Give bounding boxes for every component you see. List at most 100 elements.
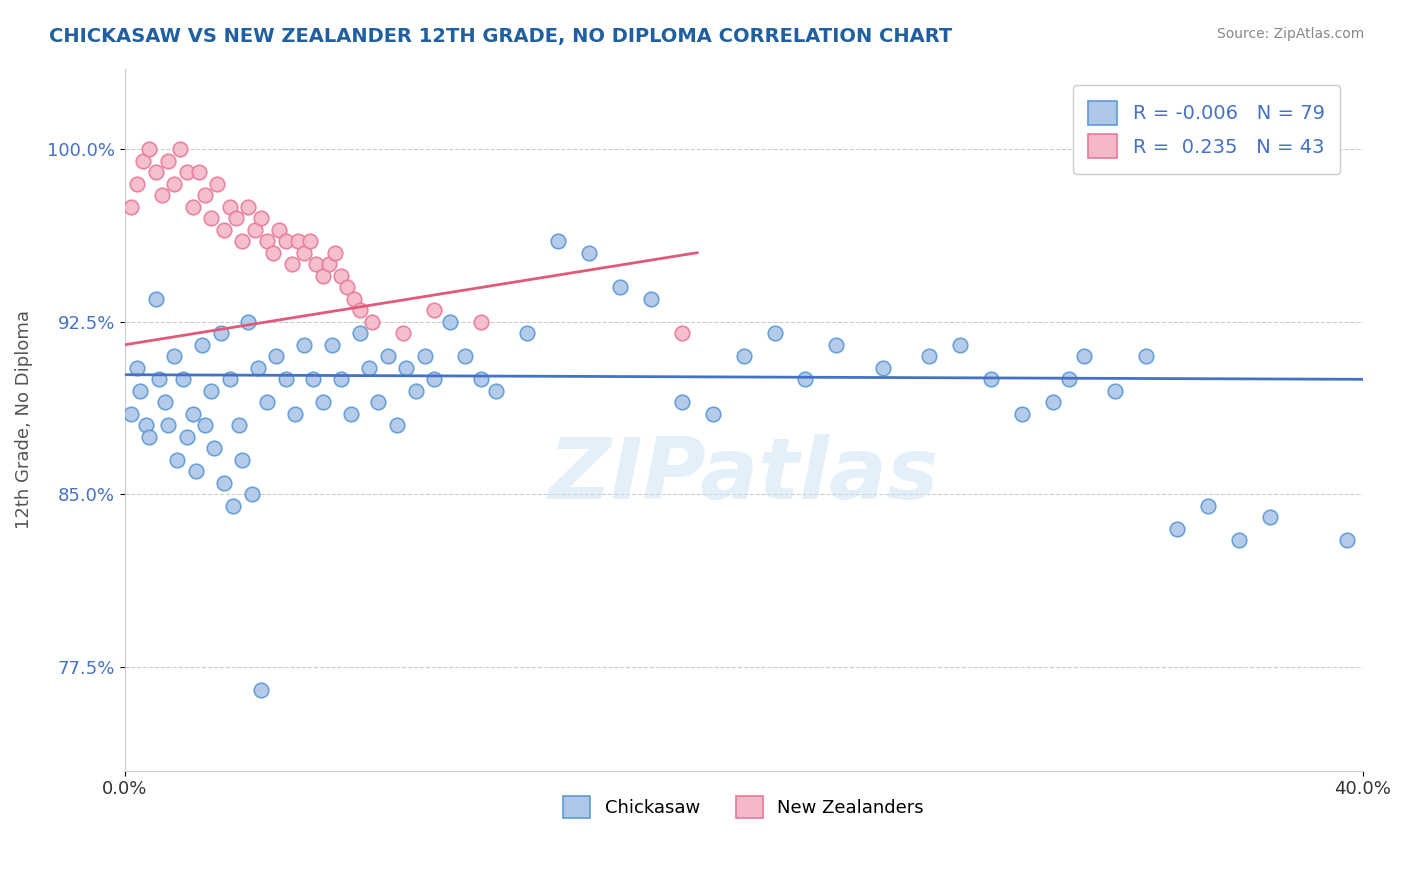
Point — [395, 360, 418, 375]
Point — [249, 683, 271, 698]
Point — [1289, 119, 1312, 133]
Point — [120, 200, 142, 214]
Point — [980, 372, 1002, 386]
Point — [349, 303, 371, 318]
Point — [392, 326, 415, 341]
Point — [367, 395, 389, 409]
Point — [949, 338, 972, 352]
Point — [1057, 372, 1080, 386]
Point — [336, 280, 359, 294]
Point — [640, 292, 662, 306]
Point — [256, 395, 278, 409]
Point — [794, 372, 817, 386]
Point — [330, 372, 353, 386]
Point — [470, 372, 492, 386]
Point — [138, 142, 160, 156]
Point — [377, 349, 399, 363]
Point — [200, 384, 222, 398]
Point — [578, 245, 600, 260]
Point — [125, 177, 148, 191]
Point — [547, 234, 569, 248]
Point — [609, 280, 631, 294]
Point — [145, 292, 167, 306]
Point — [1197, 499, 1219, 513]
Point — [156, 418, 179, 433]
Text: CHICKASAW VS NEW ZEALANDER 12TH GRADE, NO DIPLOMA CORRELATION CHART: CHICKASAW VS NEW ZEALANDER 12TH GRADE, N… — [49, 27, 952, 45]
Point — [200, 211, 222, 226]
Point — [225, 211, 247, 226]
Point — [231, 453, 253, 467]
Point — [280, 257, 302, 271]
Point — [238, 200, 260, 214]
Point — [323, 245, 346, 260]
Point — [218, 372, 240, 386]
Point — [349, 326, 371, 341]
Point — [671, 326, 693, 341]
Point — [825, 338, 848, 352]
Point — [1336, 533, 1358, 548]
Point — [135, 418, 157, 433]
Point — [176, 165, 198, 179]
Point — [274, 234, 297, 248]
Point — [222, 499, 245, 513]
Point — [1073, 349, 1095, 363]
Point — [207, 177, 229, 191]
Point — [125, 360, 148, 375]
Point — [156, 153, 179, 168]
Point — [238, 315, 260, 329]
Point — [385, 418, 408, 433]
Point — [302, 372, 325, 386]
Point — [299, 234, 322, 248]
Text: Source: ZipAtlas.com: Source: ZipAtlas.com — [1216, 27, 1364, 41]
Point — [702, 407, 724, 421]
Point — [361, 315, 384, 329]
Point — [169, 142, 191, 156]
Point — [228, 418, 250, 433]
Point — [321, 338, 343, 352]
Point — [153, 395, 176, 409]
Point — [194, 418, 217, 433]
Point — [243, 222, 266, 236]
Point — [176, 430, 198, 444]
Point — [262, 245, 284, 260]
Point — [163, 349, 186, 363]
Point — [1011, 407, 1033, 421]
Point — [231, 234, 253, 248]
Point — [485, 384, 508, 398]
Point — [516, 326, 538, 341]
Point — [218, 200, 240, 214]
Legend: Chickasaw, New Zealanders: Chickasaw, New Zealanders — [555, 789, 931, 825]
Point — [287, 234, 309, 248]
Point — [194, 188, 217, 202]
Point — [312, 395, 335, 409]
Point — [187, 165, 209, 179]
Point — [292, 338, 315, 352]
Point — [733, 349, 755, 363]
Point — [918, 349, 941, 363]
Point — [359, 360, 381, 375]
Point — [1258, 510, 1281, 524]
Point — [145, 165, 167, 179]
Point — [181, 407, 204, 421]
Point — [209, 326, 232, 341]
Point — [181, 200, 204, 214]
Point — [191, 338, 214, 352]
Point — [284, 407, 307, 421]
Point — [120, 407, 142, 421]
Point — [240, 487, 263, 501]
Point — [202, 442, 225, 456]
Point — [172, 372, 194, 386]
Point — [246, 360, 269, 375]
Point — [454, 349, 477, 363]
Point — [763, 326, 786, 341]
Point — [1042, 395, 1064, 409]
Point — [163, 177, 186, 191]
Text: ZIPatlas: ZIPatlas — [548, 434, 939, 517]
Point — [470, 315, 492, 329]
Point — [1227, 533, 1250, 548]
Point — [872, 360, 894, 375]
Point — [249, 211, 271, 226]
Point — [413, 349, 436, 363]
Point — [339, 407, 361, 421]
Point — [132, 153, 155, 168]
